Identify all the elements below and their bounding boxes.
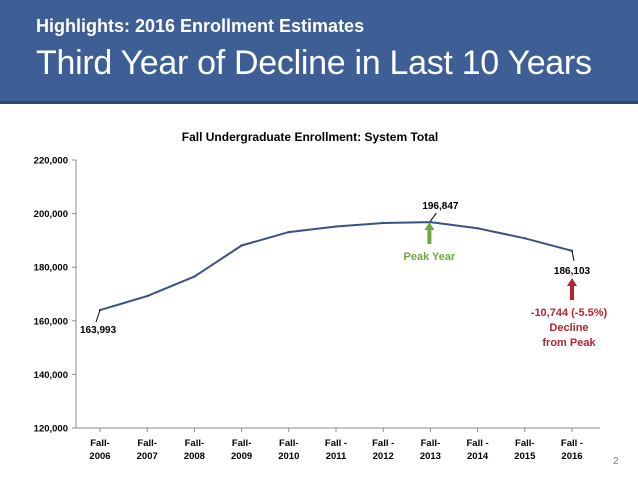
x-tick-label: Fall-2010 (278, 438, 299, 462)
data-point (240, 244, 243, 247)
header-divider (0, 101, 638, 104)
x-tick-label: Fall-2007 (137, 438, 158, 462)
decline-amount-label: -10,744 (-5.5%) (531, 307, 608, 319)
data-point (382, 221, 385, 225)
data-point (193, 275, 196, 278)
leader-line (571, 250, 575, 261)
x-tick-label: Fall -2014 (467, 438, 489, 462)
decline-arrow-icon (567, 278, 577, 300)
data-point (523, 237, 526, 240)
x-tick-label: Fall-2013 (420, 438, 441, 462)
data-point (476, 227, 479, 230)
peak-year-label: Peak Year (404, 251, 457, 263)
data-point (334, 225, 338, 228)
y-tick-label: 220,000 (34, 156, 68, 167)
data-label-2006: 163,993 (80, 325, 117, 336)
x-tick-label: Fall-2015 (514, 438, 536, 462)
x-tick-label: Fall -2012 (372, 438, 394, 462)
x-tick-label: Fall-2009 (231, 438, 252, 462)
slide-title: Third Year of Decline in Last 10 Years (36, 44, 592, 82)
data-label-2016: 186,103 (554, 266, 591, 277)
leader-line (95, 309, 101, 323)
enrollment-chart: Fall Undergraduate Enrollment: System To… (34, 130, 608, 462)
x-tick-label: Fall -2011 (325, 438, 347, 462)
x-tick-label: Fall-2008 (184, 438, 205, 462)
page-number: 2 (613, 456, 619, 467)
y-tick-label: 180,000 (34, 263, 68, 274)
peak-arrow-icon (424, 222, 435, 244)
data-label-2013: 196,847 (422, 201, 459, 212)
x-tick-label: Fall -2016 (561, 438, 583, 462)
data-point (287, 230, 290, 234)
chart-title: Fall Undergraduate Enrollment: System To… (182, 130, 439, 144)
y-tick-label: 140,000 (34, 370, 68, 381)
data-point (146, 294, 149, 298)
enrollment-series-line (99, 221, 573, 312)
slide-header (0, 0, 638, 101)
slide-subtitle: Highlights: 2016 Enrollment Estimates (36, 16, 365, 36)
decline-label: Decline (549, 322, 588, 334)
y-tick-label: 120,000 (34, 424, 68, 435)
x-tick-label: Fall-2006 (89, 438, 110, 462)
from-peak-label: from Peak (542, 337, 596, 349)
y-tick-label: 200,000 (34, 209, 68, 220)
y-tick-label: 160,000 (34, 316, 68, 327)
leader-line (429, 212, 437, 222)
